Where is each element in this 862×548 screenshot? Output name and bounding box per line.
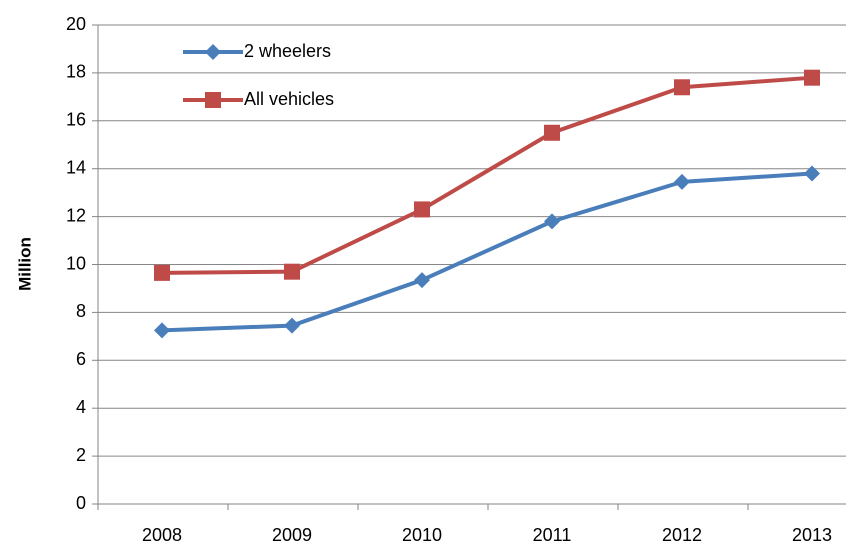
legend-label: 2 wheelers <box>244 41 331 61</box>
series-line <box>161 171 813 333</box>
x-tick-label: 2011 <box>533 525 572 545</box>
data-point <box>284 263 300 280</box>
y-tick-label: 0 <box>76 493 86 513</box>
data-point <box>674 79 690 96</box>
legend-marker <box>205 44 221 60</box>
x-tick-label: 2009 <box>272 525 312 545</box>
x-tick-label: 2013 <box>792 525 832 545</box>
data-point <box>674 173 690 190</box>
data-point <box>154 264 170 281</box>
data-point <box>154 322 170 339</box>
data-point <box>414 201 430 218</box>
data-point <box>544 124 560 141</box>
y-tick-label: 8 <box>76 301 86 321</box>
y-tick-label: 10 <box>66 253 86 273</box>
x-tick-label: 2010 <box>402 525 442 545</box>
y-tick-label: 4 <box>76 397 86 417</box>
data-point <box>544 213 560 230</box>
x-tick-label: 2012 <box>662 525 702 545</box>
series-line <box>161 75 813 275</box>
data-point <box>414 272 430 289</box>
y-tick-label: 20 <box>66 14 86 34</box>
y-tick-label: 18 <box>66 62 86 82</box>
y-tick-label: 2 <box>76 445 86 465</box>
legend-marker <box>205 92 221 108</box>
y-tick-label: 14 <box>66 157 86 177</box>
y-axis-label: Million <box>15 237 34 291</box>
data-point <box>804 165 820 182</box>
legend-label: All vehicles <box>244 89 334 109</box>
x-tick-label: 2008 <box>142 525 182 545</box>
y-tick-label: 12 <box>66 205 86 225</box>
y-tick-label: 16 <box>66 110 86 130</box>
data-point <box>284 317 300 334</box>
y-tick-label: 6 <box>76 349 86 369</box>
data-point <box>804 69 820 86</box>
